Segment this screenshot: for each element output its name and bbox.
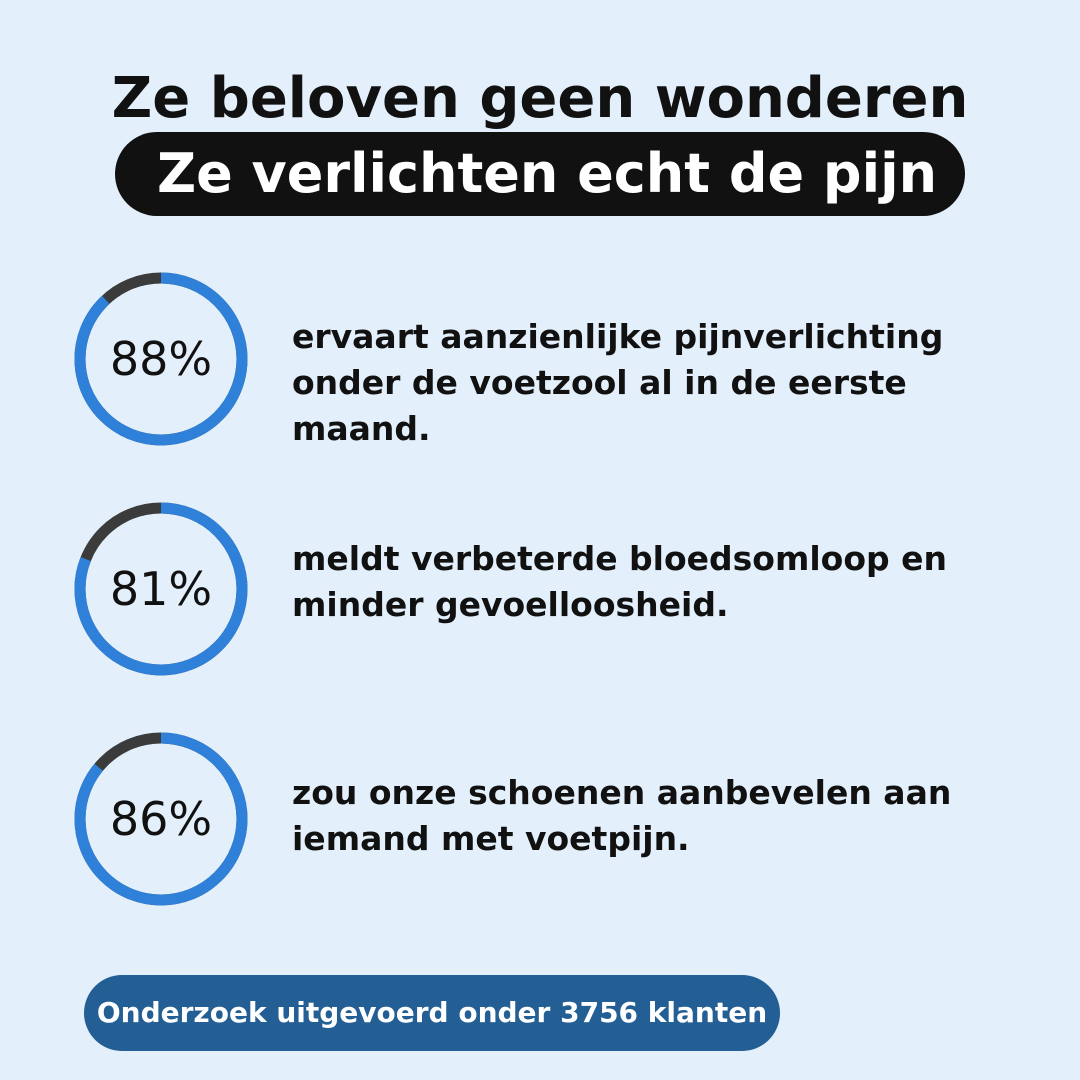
progress-ring-graphic <box>74 732 248 906</box>
stat-item-1: 88% ervaart aanzienlijke pijnverlichting… <box>0 266 1080 456</box>
survey-footer-badge: Onderzoek uitgevoerd onder 3756 klanten <box>84 975 780 1051</box>
stat-item-2: 81% meldt verbeterde bloedsomloop en min… <box>0 496 1080 686</box>
highlight-banner: Ze verlichten echt de pijn <box>114 132 966 216</box>
progress-ring-graphic <box>74 502 248 676</box>
progress-ring-1: 88% <box>68 266 254 452</box>
progress-ring-fill <box>74 272 248 446</box>
stat-description: ervaart aanzienlijke pijnverlichting ond… <box>292 317 944 448</box>
progress-ring-graphic <box>74 272 248 446</box>
stat-percent: 88% <box>109 332 213 386</box>
progress-ring-3: 86% <box>68 726 254 912</box>
progress-ring-fill <box>74 502 248 676</box>
headline: Ze beloven geen wonderen <box>111 66 969 131</box>
progress-ring-2: 81% <box>68 496 254 682</box>
stat-percent: 81% <box>109 562 213 616</box>
stat-item-3: 86% zou onze schoenen aanbevelen aan iem… <box>0 726 1080 916</box>
stat-description: meldt verbeterde bloedsomloop en minder … <box>292 539 948 624</box>
stat-description: zou onze schoenen aanbevelen aan iemand … <box>292 773 952 858</box>
highlight-wrapper: Ze verlichten echt de pijn <box>0 132 1080 216</box>
progress-ring-fill <box>74 732 248 906</box>
stat-percent: 86% <box>109 792 213 846</box>
